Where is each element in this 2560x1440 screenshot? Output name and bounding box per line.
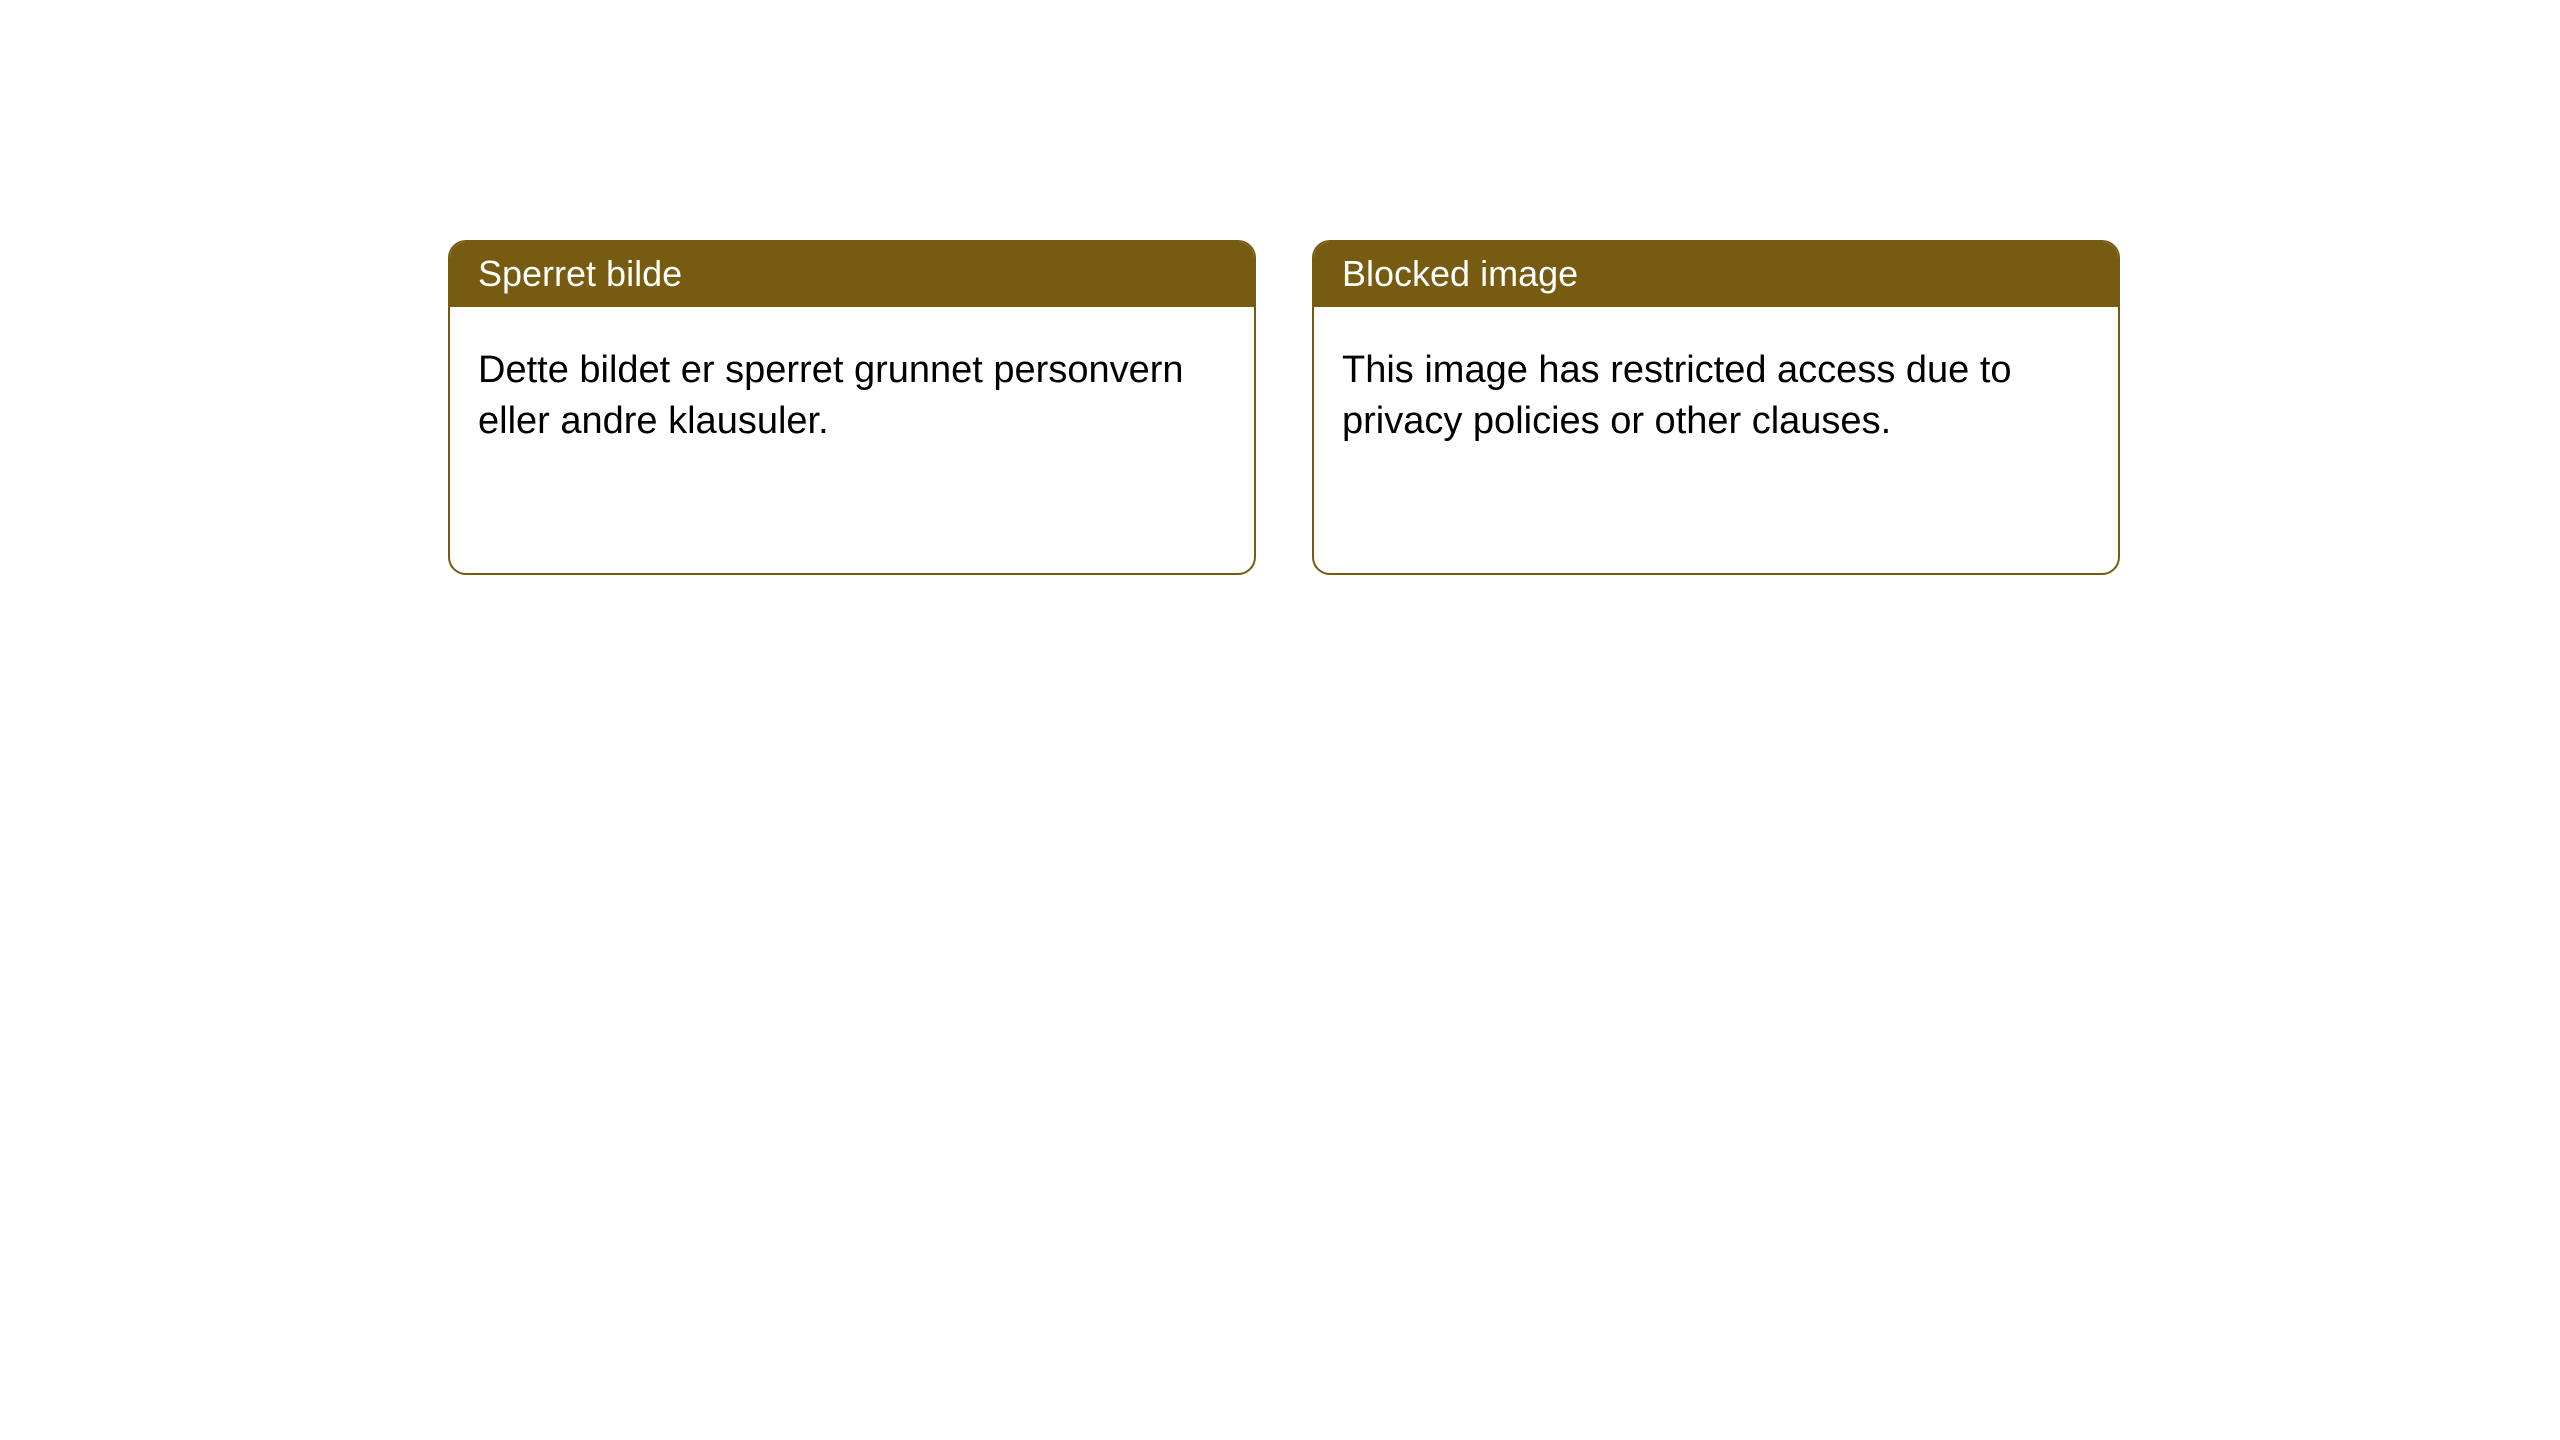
panel-body-norwegian: Dette bildet er sperret grunnet personve… [450, 307, 1254, 486]
blocked-image-panel-norwegian: Sperret bilde Dette bildet er sperret gr… [448, 240, 1256, 575]
panel-header-norwegian: Sperret bilde [450, 242, 1254, 307]
panel-header-english: Blocked image [1314, 242, 2118, 307]
panel-body-english: This image has restricted access due to … [1314, 307, 2118, 486]
panel-container: Sperret bilde Dette bildet er sperret gr… [0, 0, 2560, 575]
blocked-image-panel-english: Blocked image This image has restricted … [1312, 240, 2120, 575]
